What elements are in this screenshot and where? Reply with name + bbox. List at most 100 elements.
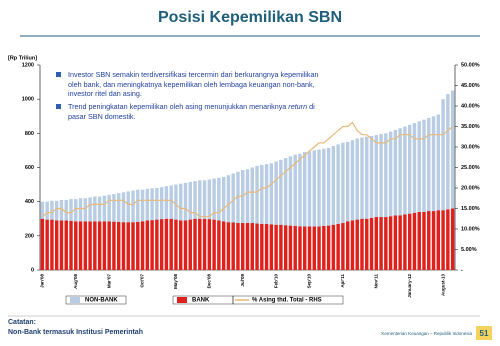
y2-tick-label: 25.00% bbox=[461, 165, 480, 171]
bar bbox=[88, 197, 92, 222]
annotation: Investor SBN semakin terdiversifikasi te… bbox=[68, 70, 319, 99]
bar bbox=[350, 140, 355, 221]
bar bbox=[422, 119, 426, 212]
bar bbox=[221, 176, 226, 222]
bar bbox=[217, 177, 221, 221]
bar bbox=[136, 221, 140, 270]
annotation: di pasar SBN domestik. bbox=[68, 102, 315, 121]
bar bbox=[78, 198, 83, 222]
bar bbox=[365, 136, 369, 219]
bar bbox=[159, 219, 164, 270]
y2-tick-label: 5.00% bbox=[461, 247, 477, 253]
bar bbox=[126, 191, 130, 223]
bar bbox=[140, 221, 145, 270]
bar bbox=[293, 154, 297, 226]
legend-box bbox=[65, 295, 127, 305]
bar bbox=[279, 224, 283, 270]
page-badge bbox=[476, 326, 492, 340]
bar bbox=[145, 220, 150, 270]
legend-label: NON-BANK bbox=[85, 298, 118, 304]
bar bbox=[179, 220, 183, 270]
bar bbox=[74, 221, 78, 270]
bar bbox=[255, 223, 259, 270]
bar bbox=[69, 220, 73, 270]
bar bbox=[369, 217, 374, 270]
bar bbox=[412, 212, 417, 270]
bar bbox=[93, 196, 97, 222]
bar bbox=[417, 211, 421, 270]
bar bbox=[64, 220, 68, 270]
bar bbox=[102, 221, 107, 270]
bar bbox=[384, 133, 388, 218]
y-tick-label: 0 bbox=[31, 267, 34, 273]
bar bbox=[236, 223, 240, 270]
bar bbox=[279, 159, 283, 225]
bar bbox=[441, 99, 445, 211]
legend-label: % Asing thd. Total - RHS bbox=[252, 298, 322, 304]
bar bbox=[427, 211, 431, 270]
bar bbox=[183, 220, 188, 270]
bar bbox=[450, 90, 455, 209]
bar bbox=[212, 219, 216, 270]
bar bbox=[407, 213, 412, 270]
bar bbox=[159, 187, 164, 220]
bar bbox=[260, 223, 264, 270]
bar bbox=[126, 222, 130, 270]
bar bbox=[207, 179, 212, 220]
legend-swatch bbox=[177, 297, 187, 303]
bar bbox=[64, 199, 68, 221]
bar bbox=[121, 192, 126, 223]
bar bbox=[150, 220, 154, 270]
bar bbox=[345, 221, 350, 270]
bar bbox=[293, 225, 297, 270]
bar bbox=[355, 219, 359, 270]
x-tick-label: Sep'10 bbox=[307, 274, 312, 289]
bar bbox=[326, 147, 331, 226]
line bbox=[41, 121, 454, 218]
chart-title: Posisi Kepemilikan SBN bbox=[158, 9, 342, 26]
y-tick-label: 400 bbox=[25, 199, 34, 205]
bar bbox=[93, 221, 97, 270]
bar bbox=[236, 171, 240, 224]
bar bbox=[341, 223, 345, 270]
bar bbox=[74, 199, 78, 222]
y-tick-label: 600 bbox=[25, 165, 34, 171]
x-tick-label: August-13 bbox=[440, 274, 445, 296]
bar bbox=[283, 158, 288, 226]
bar bbox=[88, 221, 92, 270]
bar bbox=[446, 209, 450, 270]
bar bbox=[107, 194, 111, 222]
note-title: Catatan: bbox=[8, 319, 36, 326]
bar bbox=[231, 222, 235, 270]
legend-swatch bbox=[70, 297, 80, 303]
bar bbox=[188, 182, 192, 220]
bar bbox=[369, 135, 374, 218]
bar bbox=[169, 185, 173, 219]
bar bbox=[374, 135, 379, 218]
y2-tick-label: 50.00% bbox=[461, 62, 480, 68]
bar bbox=[255, 165, 259, 224]
bar bbox=[202, 218, 207, 270]
bar bbox=[427, 117, 431, 212]
y-tick-label: 1200 bbox=[22, 62, 34, 68]
bar bbox=[384, 217, 388, 270]
bar bbox=[388, 216, 393, 270]
bar bbox=[303, 152, 307, 227]
bar bbox=[112, 193, 116, 222]
org: Kementerian Keuangan – Republik Indonesi… bbox=[381, 331, 472, 336]
bar bbox=[307, 226, 312, 270]
x-tick-label: Aug'08 bbox=[73, 274, 78, 289]
bar bbox=[398, 128, 402, 216]
bar bbox=[336, 223, 340, 270]
bar bbox=[264, 164, 269, 224]
bar bbox=[221, 221, 226, 270]
bar bbox=[393, 215, 398, 270]
bar bbox=[59, 220, 64, 270]
bar bbox=[360, 218, 364, 270]
bar bbox=[97, 196, 102, 222]
bar bbox=[350, 220, 355, 270]
x-tick-label: Jan'08 bbox=[40, 274, 45, 288]
bar bbox=[231, 173, 235, 223]
x-tick-label: Mar'07 bbox=[106, 274, 111, 289]
bar bbox=[274, 224, 278, 270]
